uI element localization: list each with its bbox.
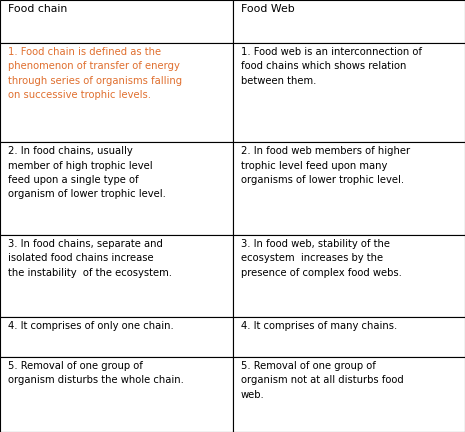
Text: 5. Removal of one group of
organism not at all disturbs food
web.: 5. Removal of one group of organism not … [241, 361, 404, 400]
Text: Food Web: Food Web [241, 4, 295, 14]
Bar [0, 356, 232, 432]
Bar [0, 42, 232, 142]
Text: 4. It comprises of only one chain.: 4. It comprises of only one chain. [8, 321, 174, 331]
Bar [232, 235, 465, 317]
Text: Food chain: Food chain [8, 4, 67, 14]
Bar [232, 0, 465, 42]
Bar [232, 42, 465, 142]
Bar [0, 235, 232, 317]
Text: 3. In food web, stability of the
ecosystem  increases by the
presence of complex: 3. In food web, stability of the ecosyst… [241, 239, 402, 278]
Text: 4. It comprises of many chains.: 4. It comprises of many chains. [241, 321, 397, 331]
Bar [0, 0, 232, 42]
Text: 2. In food web members of higher
trophic level feed upon many
organisms of lower: 2. In food web members of higher trophic… [241, 146, 410, 185]
Text: 1. Food chain is defined as the
phenomenon of transfer of energy
through series : 1. Food chain is defined as the phenomen… [8, 47, 182, 100]
Text: 2. In food chains, usually
member of high trophic level
feed upon a single type : 2. In food chains, usually member of hig… [8, 146, 166, 200]
Text: 1. Food web is an interconnection of
food chains which shows relation
between th: 1. Food web is an interconnection of foo… [241, 47, 422, 86]
Bar [0, 142, 232, 235]
Bar [232, 142, 465, 235]
Text: 5. Removal of one group of
organism disturbs the whole chain.: 5. Removal of one group of organism dist… [8, 361, 184, 385]
Bar [232, 317, 465, 356]
Bar [0, 317, 232, 356]
Bar [232, 356, 465, 432]
Text: 3. In food chains, separate and
isolated food chains increase
the instability  o: 3. In food chains, separate and isolated… [8, 239, 173, 278]
